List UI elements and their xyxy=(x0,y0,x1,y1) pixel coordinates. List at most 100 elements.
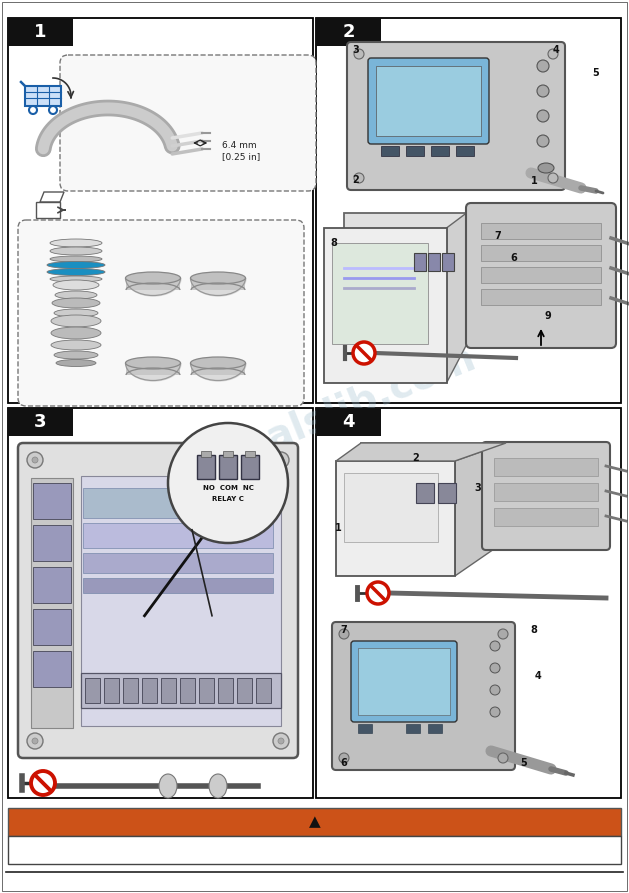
Ellipse shape xyxy=(51,327,101,339)
Bar xyxy=(428,724,442,733)
Ellipse shape xyxy=(191,357,245,369)
Circle shape xyxy=(354,173,364,183)
FancyBboxPatch shape xyxy=(347,42,565,190)
Text: 5: 5 xyxy=(521,758,527,768)
Bar xyxy=(256,678,271,703)
Circle shape xyxy=(537,85,549,97)
Bar xyxy=(161,678,176,703)
Circle shape xyxy=(273,733,289,749)
Ellipse shape xyxy=(51,315,101,327)
Circle shape xyxy=(354,49,364,59)
Bar xyxy=(180,678,195,703)
Ellipse shape xyxy=(47,262,105,269)
Ellipse shape xyxy=(52,298,100,308)
Circle shape xyxy=(278,457,284,463)
Text: manualslib.com: manualslib.com xyxy=(148,338,481,502)
Circle shape xyxy=(339,753,349,763)
Ellipse shape xyxy=(50,276,102,282)
Text: 1: 1 xyxy=(531,176,537,186)
Circle shape xyxy=(32,738,38,744)
Bar xyxy=(33,609,71,645)
Circle shape xyxy=(537,110,549,122)
Text: 1: 1 xyxy=(335,523,342,533)
Text: 8: 8 xyxy=(531,625,537,635)
Circle shape xyxy=(353,342,375,364)
Bar xyxy=(481,289,601,305)
Ellipse shape xyxy=(191,272,245,284)
Bar xyxy=(33,483,71,519)
Circle shape xyxy=(339,629,349,639)
Bar xyxy=(316,408,621,798)
Circle shape xyxy=(31,771,55,795)
Ellipse shape xyxy=(126,272,181,284)
Ellipse shape xyxy=(50,247,102,255)
Bar xyxy=(494,508,598,526)
Text: 9: 9 xyxy=(545,311,552,321)
FancyBboxPatch shape xyxy=(482,442,610,550)
Bar xyxy=(191,363,245,375)
Bar xyxy=(142,678,157,703)
Bar xyxy=(361,443,506,541)
Bar xyxy=(245,451,255,457)
Bar xyxy=(83,553,273,573)
Text: 7: 7 xyxy=(341,625,347,635)
Text: 2: 2 xyxy=(342,23,355,41)
Bar xyxy=(316,18,381,46)
Bar xyxy=(199,678,214,703)
Circle shape xyxy=(27,733,43,749)
Text: 2: 2 xyxy=(353,175,359,185)
FancyBboxPatch shape xyxy=(466,203,616,348)
Bar xyxy=(376,66,481,136)
Bar xyxy=(494,458,598,476)
Text: 3: 3 xyxy=(34,413,47,431)
Circle shape xyxy=(537,135,549,147)
Bar xyxy=(31,478,73,728)
Text: 8: 8 xyxy=(331,238,337,248)
Bar xyxy=(456,146,474,156)
Circle shape xyxy=(490,663,500,673)
Text: 6: 6 xyxy=(511,253,518,263)
Text: 7: 7 xyxy=(494,231,501,241)
Text: 6: 6 xyxy=(341,758,347,768)
Polygon shape xyxy=(455,443,506,576)
Bar xyxy=(123,678,138,703)
Bar xyxy=(36,202,60,218)
Bar xyxy=(218,678,233,703)
Circle shape xyxy=(168,423,288,543)
Ellipse shape xyxy=(50,256,102,262)
Bar xyxy=(428,253,440,271)
Circle shape xyxy=(490,707,500,717)
Bar xyxy=(8,408,73,436)
Text: ▲: ▲ xyxy=(309,814,320,830)
Ellipse shape xyxy=(56,360,96,366)
Bar xyxy=(83,488,273,518)
Bar xyxy=(33,525,71,561)
FancyBboxPatch shape xyxy=(18,443,298,758)
Ellipse shape xyxy=(51,340,101,350)
FancyBboxPatch shape xyxy=(351,641,457,722)
Text: NO  COM  NC: NO COM NC xyxy=(203,485,253,491)
Circle shape xyxy=(273,452,289,468)
FancyBboxPatch shape xyxy=(60,55,316,191)
Bar xyxy=(81,673,281,708)
Bar xyxy=(316,18,621,403)
Ellipse shape xyxy=(53,280,99,290)
Bar xyxy=(8,18,73,46)
Bar xyxy=(8,408,313,798)
Circle shape xyxy=(49,106,57,114)
Bar xyxy=(85,678,100,703)
Circle shape xyxy=(29,106,37,114)
Bar xyxy=(81,476,281,726)
Bar xyxy=(416,483,434,503)
Text: 4: 4 xyxy=(535,671,542,681)
Bar xyxy=(481,267,601,283)
Bar xyxy=(336,461,455,576)
Bar xyxy=(219,455,237,479)
FancyBboxPatch shape xyxy=(332,622,515,770)
Bar xyxy=(324,228,447,383)
Text: RELAY C: RELAY C xyxy=(212,496,244,502)
Bar xyxy=(494,483,598,501)
FancyBboxPatch shape xyxy=(368,58,489,144)
Bar xyxy=(358,648,450,715)
Bar xyxy=(237,678,252,703)
